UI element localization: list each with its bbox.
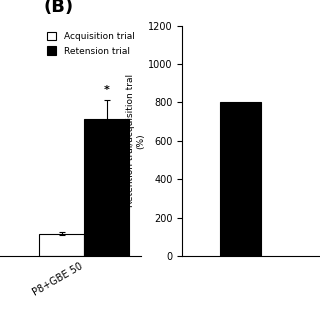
Bar bbox=[84, 118, 129, 256]
Bar bbox=[39, 234, 84, 256]
Bar bbox=[220, 102, 261, 256]
Text: *: * bbox=[104, 85, 109, 95]
Text: (B): (B) bbox=[44, 0, 74, 16]
Y-axis label: Retention tral/acquisition tral
(%): Retention tral/acquisition tral (%) bbox=[126, 74, 145, 207]
Legend: Acquisition trial, Retension trial: Acquisition trial, Retension trial bbox=[45, 30, 136, 57]
